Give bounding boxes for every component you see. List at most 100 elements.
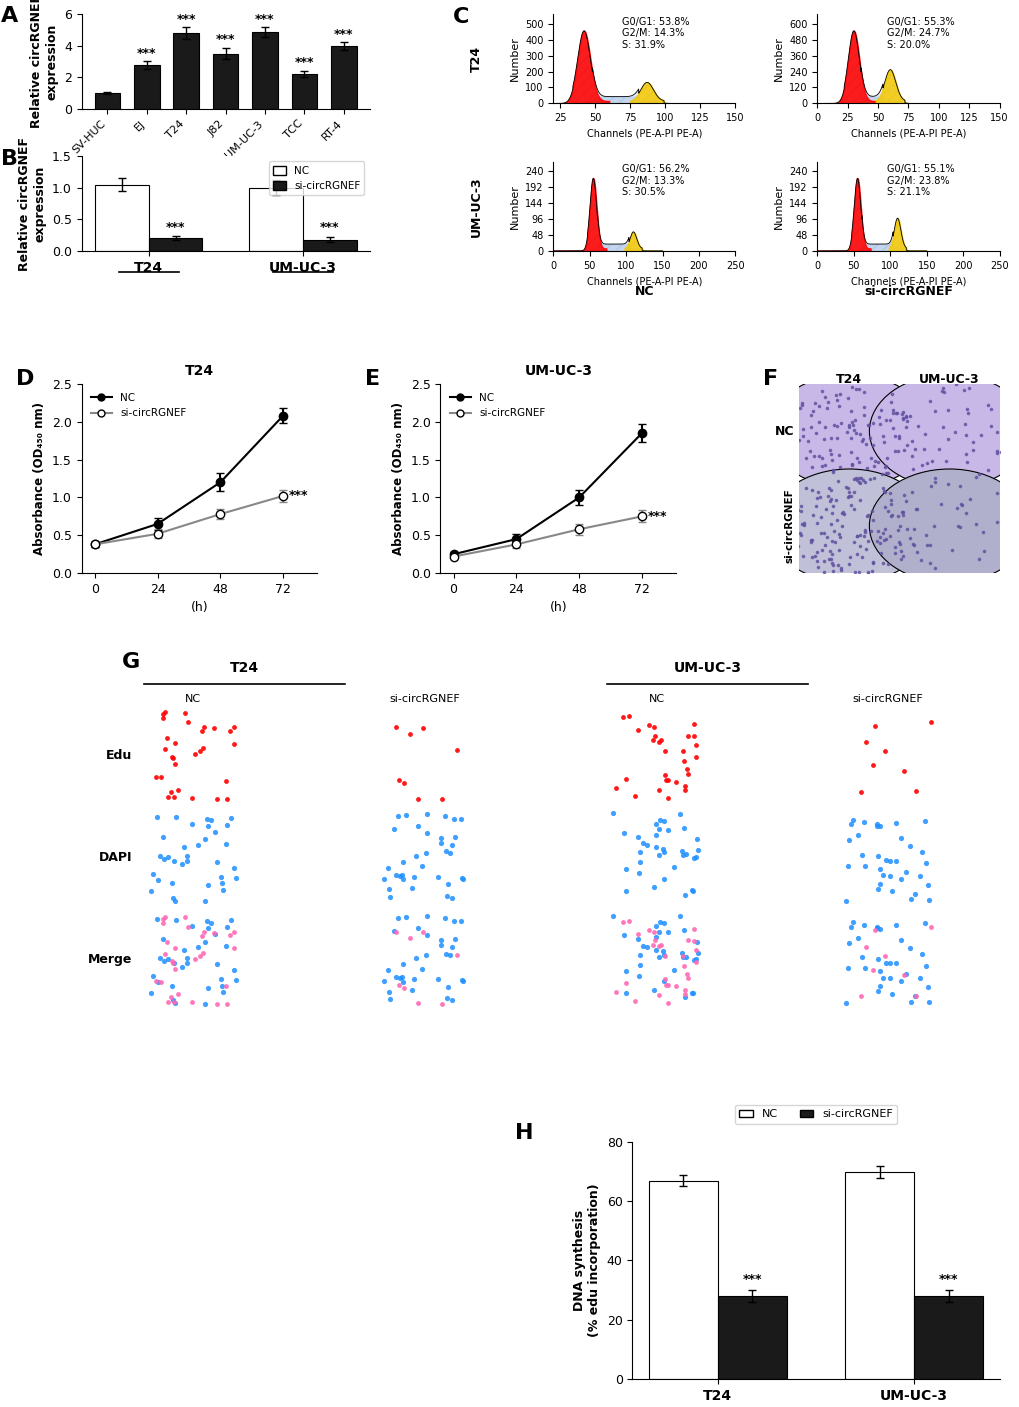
Point bbox=[871, 960, 888, 982]
Point bbox=[818, 397, 835, 419]
Point bbox=[832, 559, 848, 581]
Point bbox=[871, 872, 888, 895]
Point bbox=[430, 865, 446, 888]
Point bbox=[869, 981, 886, 1003]
Point bbox=[794, 545, 810, 567]
Point bbox=[917, 954, 933, 976]
Point bbox=[430, 968, 446, 991]
Point bbox=[895, 545, 911, 567]
Point bbox=[972, 424, 988, 446]
Point bbox=[618, 972, 634, 995]
Point bbox=[857, 433, 873, 456]
Point bbox=[199, 909, 215, 931]
Point bbox=[659, 920, 676, 943]
Point bbox=[222, 924, 238, 947]
Point bbox=[208, 993, 224, 1016]
Point bbox=[395, 976, 412, 999]
Point bbox=[871, 975, 888, 998]
Point bbox=[864, 754, 880, 777]
Text: G0/G1: 56.2%
G2/M: 13.3%
S: 30.5%: G0/G1: 56.2% G2/M: 13.3% S: 30.5% bbox=[622, 165, 690, 197]
Point bbox=[677, 778, 693, 801]
Point bbox=[848, 446, 864, 469]
Point bbox=[833, 515, 849, 537]
Point bbox=[882, 391, 899, 414]
Point bbox=[389, 908, 406, 930]
Point bbox=[167, 958, 183, 981]
Point bbox=[883, 982, 900, 1005]
Point bbox=[813, 454, 829, 477]
Point bbox=[415, 716, 431, 739]
Point bbox=[850, 471, 866, 494]
Point bbox=[841, 414, 857, 436]
Point bbox=[970, 463, 986, 485]
Point bbox=[845, 419, 861, 442]
Point bbox=[917, 533, 933, 556]
Point bbox=[165, 951, 181, 974]
Point bbox=[813, 539, 829, 561]
Point bbox=[381, 988, 397, 1010]
Bar bbox=[291, 75, 317, 108]
Point bbox=[843, 411, 859, 433]
Point bbox=[397, 906, 414, 929]
Point bbox=[687, 951, 703, 974]
Point bbox=[846, 498, 862, 521]
Point bbox=[859, 414, 875, 436]
Point bbox=[687, 938, 703, 961]
Point bbox=[616, 879, 633, 902]
Point bbox=[958, 397, 974, 419]
Point bbox=[787, 507, 803, 529]
Point bbox=[788, 491, 804, 514]
Point bbox=[863, 499, 879, 522]
Point bbox=[868, 530, 884, 553]
Point bbox=[988, 481, 1005, 504]
Point bbox=[988, 442, 1005, 464]
Point bbox=[391, 864, 408, 886]
Y-axis label: Relative circRGNEF
expression: Relative circRGNEF expression bbox=[31, 0, 58, 128]
Point bbox=[881, 951, 898, 974]
Point bbox=[919, 874, 935, 896]
Point bbox=[832, 383, 848, 405]
Point bbox=[391, 967, 408, 989]
Point bbox=[676, 979, 692, 1002]
Point bbox=[821, 540, 838, 563]
Point bbox=[443, 886, 460, 909]
Point bbox=[833, 411, 849, 433]
Bar bbox=[717, 1296, 786, 1379]
Point bbox=[897, 490, 913, 512]
Point bbox=[659, 974, 676, 996]
Point bbox=[840, 415, 856, 438]
Point bbox=[891, 515, 907, 537]
Point bbox=[164, 975, 180, 998]
Point bbox=[848, 543, 864, 566]
Point bbox=[614, 822, 631, 844]
Point bbox=[818, 391, 835, 414]
Point bbox=[680, 967, 696, 989]
Point bbox=[875, 740, 892, 763]
Point bbox=[379, 857, 395, 879]
Point bbox=[845, 414, 861, 436]
Point bbox=[155, 826, 171, 848]
Point bbox=[955, 378, 971, 401]
Point bbox=[816, 454, 833, 477]
Point bbox=[908, 498, 924, 521]
Point bbox=[887, 913, 903, 936]
Point bbox=[820, 547, 837, 570]
Point bbox=[824, 414, 841, 436]
Point bbox=[160, 991, 176, 1013]
Text: ***: *** bbox=[294, 56, 314, 69]
Point bbox=[922, 476, 938, 498]
Point bbox=[958, 443, 974, 466]
Point bbox=[895, 484, 911, 507]
Point bbox=[846, 467, 862, 490]
Point bbox=[821, 490, 838, 512]
Text: H: H bbox=[515, 1123, 533, 1142]
Point bbox=[830, 394, 847, 416]
Point bbox=[196, 716, 212, 739]
Point bbox=[156, 950, 172, 972]
Point bbox=[987, 511, 1004, 533]
Point bbox=[415, 922, 431, 944]
Point bbox=[871, 858, 888, 881]
Point bbox=[921, 533, 937, 556]
Point bbox=[157, 906, 173, 929]
Point bbox=[902, 991, 918, 1013]
